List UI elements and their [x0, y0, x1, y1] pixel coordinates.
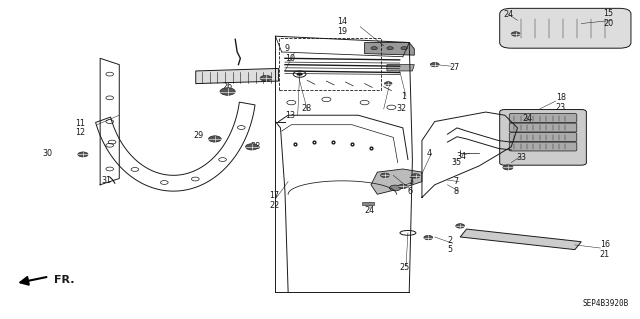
Circle shape [371, 47, 378, 50]
Circle shape [456, 224, 465, 228]
FancyBboxPatch shape [509, 123, 577, 132]
Text: 13: 13 [285, 111, 295, 120]
Circle shape [387, 47, 394, 50]
Text: 11
12: 11 12 [75, 119, 84, 137]
Circle shape [220, 88, 236, 95]
Text: 15
20: 15 20 [603, 10, 613, 28]
Text: 7: 7 [454, 177, 459, 186]
Text: 25: 25 [399, 263, 410, 271]
Text: 24: 24 [504, 10, 514, 19]
FancyBboxPatch shape [509, 114, 577, 122]
Polygon shape [365, 42, 414, 55]
Circle shape [430, 63, 439, 67]
Circle shape [411, 174, 420, 178]
FancyBboxPatch shape [509, 142, 577, 151]
Text: SEP4B3920B: SEP4B3920B [583, 299, 629, 308]
Text: 6: 6 [408, 187, 413, 196]
Circle shape [246, 144, 258, 150]
Text: FR.: FR. [54, 275, 75, 285]
Text: 30: 30 [42, 149, 52, 158]
Polygon shape [387, 65, 414, 71]
Circle shape [296, 72, 303, 76]
Circle shape [503, 165, 513, 170]
Text: 3: 3 [408, 177, 413, 186]
FancyBboxPatch shape [500, 8, 631, 48]
Polygon shape [371, 169, 422, 194]
Text: 33: 33 [516, 153, 526, 162]
Text: 17
22: 17 22 [269, 191, 279, 210]
Polygon shape [196, 69, 278, 84]
Circle shape [398, 184, 407, 189]
Circle shape [424, 235, 433, 240]
Circle shape [381, 173, 390, 178]
Circle shape [401, 47, 407, 50]
FancyBboxPatch shape [509, 133, 577, 141]
Circle shape [385, 82, 392, 85]
Circle shape [78, 152, 88, 157]
Text: 16
21: 16 21 [600, 240, 610, 259]
FancyBboxPatch shape [500, 109, 586, 165]
Circle shape [209, 136, 221, 142]
Text: 34: 34 [456, 152, 467, 161]
Text: 31: 31 [102, 175, 111, 185]
Text: 24: 24 [523, 114, 532, 123]
Text: 32: 32 [396, 104, 406, 113]
Text: 29: 29 [194, 131, 204, 140]
Text: 9
10: 9 10 [285, 44, 295, 63]
Text: 18
23: 18 23 [556, 93, 566, 112]
Text: 24: 24 [365, 206, 375, 215]
Text: 14
19: 14 19 [337, 17, 348, 36]
Text: 35: 35 [451, 158, 461, 167]
Text: 26: 26 [223, 82, 233, 91]
Circle shape [511, 32, 520, 36]
Circle shape [260, 75, 271, 81]
Text: 28: 28 [301, 104, 311, 113]
Text: 8: 8 [454, 187, 459, 196]
Text: 28: 28 [250, 142, 260, 151]
Circle shape [390, 185, 401, 191]
Text: 27: 27 [449, 63, 460, 72]
Text: 2
5: 2 5 [447, 235, 452, 254]
Text: 1: 1 [401, 92, 406, 101]
Text: 4: 4 [427, 149, 432, 158]
Polygon shape [460, 229, 581, 250]
Polygon shape [362, 202, 374, 205]
